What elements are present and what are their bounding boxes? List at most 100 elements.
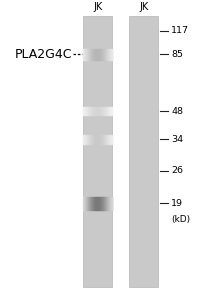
- Bar: [110, 197, 111, 210]
- Text: 34: 34: [171, 135, 183, 144]
- Text: PLA2G4C: PLA2G4C: [15, 48, 73, 61]
- Bar: [109, 49, 110, 60]
- Bar: [111, 135, 112, 144]
- Bar: [105, 135, 106, 144]
- Bar: [92, 197, 93, 210]
- Bar: [91, 135, 92, 144]
- Bar: [88, 197, 89, 210]
- Bar: [93, 197, 94, 210]
- Bar: [84, 197, 85, 210]
- Bar: [86, 106, 87, 116]
- Bar: [87, 106, 88, 116]
- Bar: [102, 135, 103, 144]
- Bar: [108, 197, 109, 210]
- Bar: [89, 49, 90, 60]
- Bar: [84, 106, 85, 116]
- Bar: [101, 135, 102, 144]
- Bar: [96, 106, 97, 116]
- Bar: [100, 135, 101, 144]
- Bar: [95, 106, 96, 116]
- Bar: [108, 106, 109, 116]
- Bar: [102, 49, 103, 60]
- Bar: [96, 49, 97, 60]
- Bar: [107, 49, 108, 60]
- Bar: [100, 49, 101, 60]
- Text: 26: 26: [171, 166, 183, 175]
- Bar: [96, 197, 97, 210]
- Bar: [98, 106, 99, 116]
- Bar: [94, 135, 95, 144]
- Bar: [102, 197, 103, 210]
- Bar: [94, 49, 95, 60]
- Bar: [95, 197, 96, 210]
- Bar: [88, 135, 89, 144]
- Bar: [107, 197, 108, 210]
- Bar: [98, 49, 99, 60]
- Bar: [83, 106, 84, 116]
- Bar: [107, 135, 108, 144]
- Bar: [87, 49, 88, 60]
- Text: JK: JK: [139, 2, 148, 12]
- Text: 19: 19: [171, 199, 183, 208]
- Bar: [83, 135, 84, 144]
- Bar: [108, 49, 109, 60]
- Text: (kD): (kD): [171, 215, 190, 224]
- Bar: [95, 49, 96, 60]
- Bar: [109, 106, 110, 116]
- Bar: [105, 197, 106, 210]
- Bar: [101, 106, 102, 116]
- Bar: [106, 106, 107, 116]
- Bar: [93, 106, 94, 116]
- Bar: [101, 49, 102, 60]
- Bar: [104, 106, 105, 116]
- Bar: [87, 197, 88, 210]
- Bar: [102, 106, 103, 116]
- Bar: [104, 49, 105, 60]
- Bar: [103, 106, 104, 116]
- Bar: [92, 106, 93, 116]
- Bar: [97, 49, 98, 60]
- Bar: [92, 135, 93, 144]
- Bar: [85, 197, 86, 210]
- Bar: [106, 197, 107, 210]
- Bar: [83, 16, 112, 286]
- Bar: [92, 49, 93, 60]
- Bar: [106, 49, 107, 60]
- Bar: [84, 135, 85, 144]
- Bar: [86, 49, 87, 60]
- Bar: [107, 106, 108, 116]
- Bar: [110, 49, 111, 60]
- Bar: [84, 49, 85, 60]
- Text: JK: JK: [93, 2, 102, 12]
- Bar: [111, 197, 112, 210]
- Bar: [95, 135, 96, 144]
- Bar: [108, 135, 109, 144]
- Bar: [103, 197, 104, 210]
- Bar: [89, 135, 90, 144]
- Bar: [87, 135, 88, 144]
- Bar: [105, 106, 106, 116]
- Bar: [129, 16, 158, 286]
- Bar: [88, 106, 89, 116]
- Bar: [91, 49, 92, 60]
- Bar: [90, 197, 91, 210]
- Bar: [94, 106, 95, 116]
- Bar: [93, 135, 94, 144]
- Bar: [93, 49, 94, 60]
- Bar: [85, 106, 86, 116]
- Bar: [91, 197, 92, 210]
- Text: 48: 48: [171, 106, 183, 116]
- Bar: [89, 197, 90, 210]
- Bar: [98, 197, 99, 210]
- Bar: [97, 135, 98, 144]
- Bar: [90, 135, 91, 144]
- Bar: [98, 135, 99, 144]
- Bar: [109, 135, 110, 144]
- Bar: [90, 49, 91, 60]
- Bar: [109, 197, 110, 210]
- Bar: [104, 197, 105, 210]
- Bar: [94, 197, 95, 210]
- Bar: [99, 106, 100, 116]
- Bar: [104, 135, 105, 144]
- Bar: [86, 197, 87, 210]
